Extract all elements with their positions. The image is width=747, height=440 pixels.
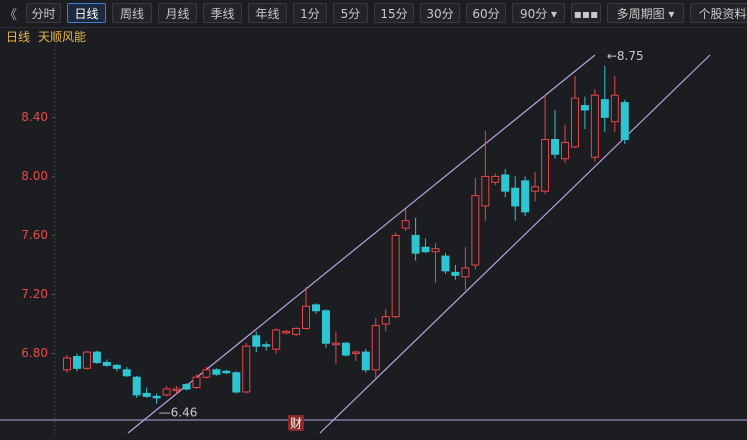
candle-body (431, 248, 440, 253)
chart-header: 日线 天顺风能 (6, 28, 94, 45)
candle-body (122, 369, 131, 377)
back-button[interactable]: 《 (4, 8, 18, 23)
annotation: —6.46 (159, 405, 198, 419)
toolbar-button[interactable]: 1分 (293, 3, 327, 23)
toolbar-button[interactable]: 日线 (67, 3, 106, 23)
candle-body (312, 304, 320, 312)
badge[interactable]: 财 (290, 417, 302, 431)
candle-body (92, 351, 101, 363)
candle-body (471, 195, 480, 266)
candle-body (401, 220, 410, 229)
annotation: ←8.75 (607, 49, 644, 63)
candle-body (421, 246, 430, 253)
candle-body (292, 327, 301, 335)
toolbar-button[interactable]: 30分 (420, 3, 460, 23)
candle-body (521, 180, 530, 213)
y-tick-label: 7.20 (21, 287, 48, 301)
y-tick-label: 6.80 (21, 346, 48, 360)
candle-body (481, 175, 490, 207)
y-tick-label: 7.60 (21, 228, 48, 242)
candle-body (341, 342, 350, 356)
candle-body (282, 330, 291, 334)
y-tick-label: 8.40 (21, 110, 48, 124)
toolbar-button[interactable]: 周线 (112, 3, 152, 23)
candle-body (531, 186, 540, 192)
candle-body (192, 376, 201, 389)
candle-body (262, 344, 271, 347)
candle-body (222, 370, 231, 374)
candle-body (491, 175, 500, 183)
toolbar-button[interactable]: 分时 (26, 3, 61, 23)
candle-body (461, 267, 470, 278)
candle-body (202, 369, 211, 378)
candle-body (620, 102, 629, 140)
toolbar-button[interactable]: 多周期图 ▾ (607, 3, 684, 23)
candle-body (232, 372, 241, 393)
candle-body (600, 99, 609, 118)
candle-body (451, 271, 460, 276)
candle-body (570, 97, 579, 148)
toolbar-button[interactable]: 90分 ▾ (512, 3, 565, 23)
candle-body (551, 138, 560, 155)
channel-upper (127, 54, 596, 434)
candle-body (371, 325, 380, 371)
candle-body (351, 351, 360, 355)
toolbar-button[interactable]: 年线 (248, 3, 287, 23)
candle-body (590, 94, 599, 158)
toolbar: 《 分时 日线 周线 月线 季线 年线 1分 5分 15分 30分 60分 90分 ▾ ▪▪▪ 多周期图 … (0, 0, 747, 28)
candle-body (302, 305, 311, 329)
candle-body (172, 388, 181, 391)
badge-bg (288, 415, 304, 431)
candle-body (441, 255, 450, 272)
candle-body (162, 388, 171, 396)
candle-body (142, 392, 151, 397)
candle-body (132, 376, 141, 396)
candle-body (242, 345, 251, 393)
candle-body (102, 361, 111, 366)
candle-body (112, 364, 121, 369)
candle-body (361, 351, 370, 371)
toolbar-button[interactable]: 60分 (466, 3, 506, 23)
toolbar-button[interactable]: 5分 (333, 3, 368, 23)
candle-body (82, 351, 91, 369)
candle-body (152, 395, 161, 399)
candle-body (511, 187, 520, 207)
y-tick-label: 8.00 (21, 169, 48, 183)
candle-body (541, 138, 550, 192)
candle-body (381, 316, 390, 325)
candle-body (252, 335, 261, 347)
channel-lower (319, 54, 711, 434)
candle-body (391, 234, 400, 318)
toolbar-button[interactable]: ▪▪▪ (571, 3, 601, 23)
toolbar-button[interactable]: 15分 (374, 3, 414, 23)
candle-body (331, 342, 340, 346)
candle-body (411, 234, 420, 254)
toolbar-button[interactable]: 个股资料 (690, 3, 747, 23)
candle-body (501, 174, 510, 192)
toolbar-button[interactable]: 季线 (203, 3, 242, 23)
candle-body (610, 94, 619, 123)
candle-body (272, 329, 281, 350)
candle-body (182, 384, 191, 390)
period-label: 日线 (6, 30, 31, 44)
candle-body (63, 357, 71, 371)
candle-body (72, 356, 81, 369)
candle-body (580, 105, 589, 111)
candle-body (321, 310, 330, 344)
candle-body (212, 369, 221, 375)
toolbar-button[interactable]: 月线 (158, 3, 197, 23)
stock-name: 天顺风能 (38, 30, 87, 44)
candle-body (561, 141, 569, 160)
